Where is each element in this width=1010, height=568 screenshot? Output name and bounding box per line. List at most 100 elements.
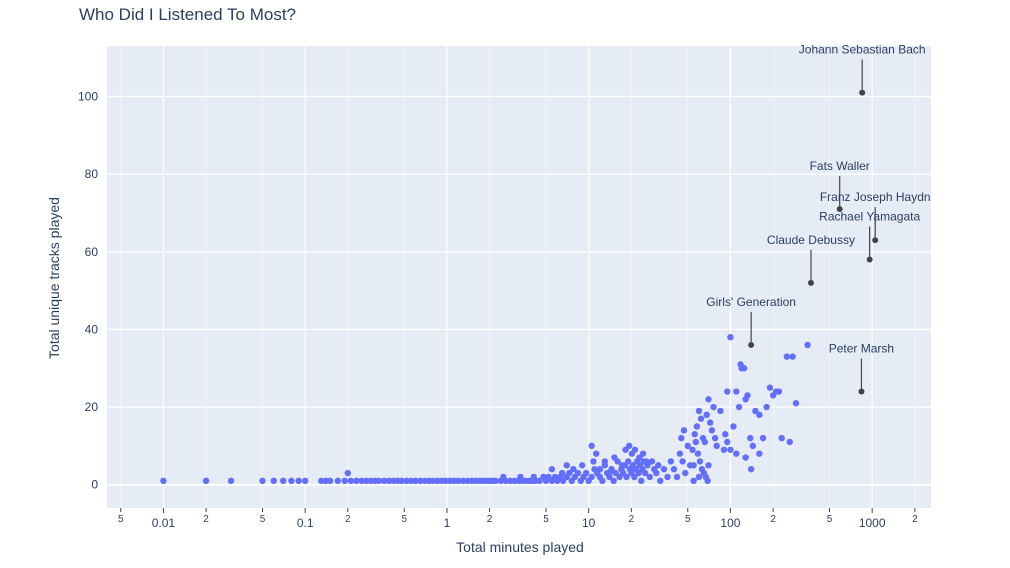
data-point	[717, 407, 724, 415]
x-minor-tick-label: 2	[770, 514, 776, 525]
data-point	[590, 458, 597, 465]
data-point	[710, 403, 717, 411]
x-tick-label: 100	[720, 516, 740, 530]
data-point	[766, 384, 774, 391]
data-point	[574, 469, 582, 477]
data-point	[705, 396, 712, 403]
y-tick-label: 80	[85, 167, 99, 181]
highlighted-point	[807, 279, 814, 286]
y-tick-label: 20	[85, 400, 99, 414]
data-point	[227, 477, 235, 485]
annotation-label: Rachael Yamagata	[819, 210, 920, 224]
data-point	[783, 353, 791, 360]
highlighted-point	[836, 206, 843, 213]
data-point	[705, 462, 712, 469]
data-point	[704, 477, 711, 485]
x-minor-tick-label: 5	[260, 514, 266, 525]
data-point	[789, 353, 796, 360]
data-point	[588, 442, 595, 450]
data-point	[695, 473, 703, 481]
data-point	[530, 473, 537, 481]
plot-area	[107, 46, 931, 508]
data-point	[380, 477, 388, 485]
annotations: Johann Sebastian Bach Fats Waller Franz Jo…	[706, 43, 931, 389]
data-point	[690, 477, 697, 485]
data-point	[375, 477, 382, 485]
x-minor-tick-label: 2	[203, 514, 209, 525]
data-point	[727, 446, 734, 453]
data-point	[612, 469, 619, 477]
x-tick-label: 1000	[859, 516, 886, 530]
data-point	[270, 477, 277, 485]
data-point	[429, 477, 437, 485]
data-point	[786, 438, 793, 446]
x-tick-label: 0.01	[152, 516, 176, 530]
data-point	[412, 477, 419, 485]
data-point	[713, 442, 720, 450]
data-point	[202, 477, 210, 485]
x-tick-label: 0.1	[297, 516, 314, 530]
x-minor-tick-label: 5	[401, 514, 407, 525]
data-point	[610, 477, 617, 485]
data-point	[578, 462, 586, 469]
data-point	[459, 477, 467, 485]
data-point	[259, 477, 266, 485]
y-tick-label: 60	[85, 245, 99, 259]
data-point	[500, 473, 507, 481]
data-point	[653, 469, 660, 477]
data-point	[756, 411, 763, 419]
data-point	[763, 403, 770, 411]
y-axis-title: Total unique tracks played	[46, 197, 62, 359]
data-point	[353, 477, 360, 485]
data-point	[646, 473, 654, 481]
data-point	[347, 477, 355, 485]
data-point	[601, 458, 609, 465]
highlighted-point	[859, 89, 866, 96]
x-minor-tick-label: 5	[685, 514, 691, 525]
y-tick-label: 40	[85, 322, 99, 336]
annotation-label: Johann Sebastian Bach	[799, 43, 926, 57]
annotation-label: Fats Waller	[810, 159, 870, 173]
data-point	[684, 442, 691, 450]
data-point	[727, 333, 734, 341]
x-minor-tick-label: 5	[543, 514, 549, 525]
annotation-label: Claude Debussy	[767, 233, 855, 247]
data-point	[759, 434, 767, 442]
data-point	[280, 477, 287, 485]
data-point	[692, 438, 700, 446]
data-points	[160, 333, 811, 485]
annotation-label: Girls' Generation	[706, 295, 796, 309]
data-point	[536, 477, 543, 485]
gridlines	[107, 46, 931, 508]
data-point	[756, 450, 763, 457]
data-point	[295, 477, 302, 485]
data-point	[735, 403, 743, 411]
highlighted-point	[858, 388, 865, 395]
x-axis-ticks: 5 2 5 2 5 2 5 2 5 2 5 2 0.01 0.1 1 10 100 1000	[118, 508, 918, 530]
data-point	[752, 407, 759, 415]
highlighted-point	[748, 341, 755, 348]
data-point	[775, 388, 783, 395]
y-tick-label: 100	[78, 89, 98, 103]
data-point	[691, 431, 698, 438]
data-point	[792, 399, 800, 407]
data-point	[417, 477, 424, 485]
data-point	[696, 458, 704, 465]
data-point	[678, 434, 685, 442]
data-point	[570, 465, 577, 473]
data-point	[492, 477, 499, 485]
data-point	[358, 477, 365, 485]
data-point	[689, 446, 696, 453]
data-point	[398, 477, 405, 485]
data-point	[679, 458, 686, 465]
data-point	[664, 473, 671, 481]
x-axis-title: Total minutes played	[456, 539, 584, 555]
data-point	[624, 458, 632, 465]
data-point	[341, 477, 348, 485]
data-point	[682, 469, 689, 477]
data-point	[694, 450, 702, 457]
data-point	[631, 473, 638, 481]
data-point	[334, 477, 342, 485]
data-point	[403, 477, 410, 485]
